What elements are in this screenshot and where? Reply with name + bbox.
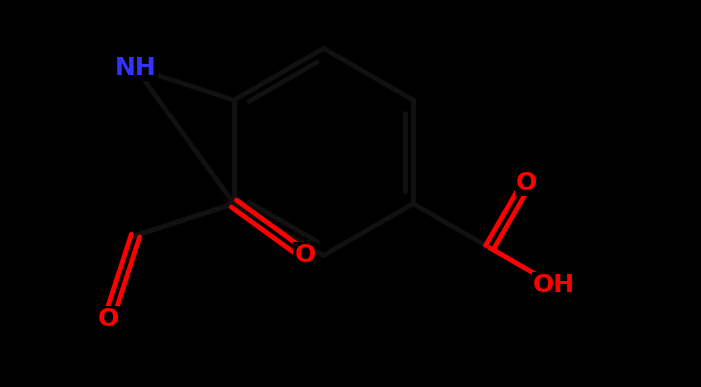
Text: NH: NH bbox=[115, 56, 156, 80]
Text: O: O bbox=[516, 171, 537, 195]
Text: OH: OH bbox=[533, 273, 575, 297]
Text: O: O bbox=[97, 307, 119, 331]
Text: O: O bbox=[294, 243, 315, 267]
